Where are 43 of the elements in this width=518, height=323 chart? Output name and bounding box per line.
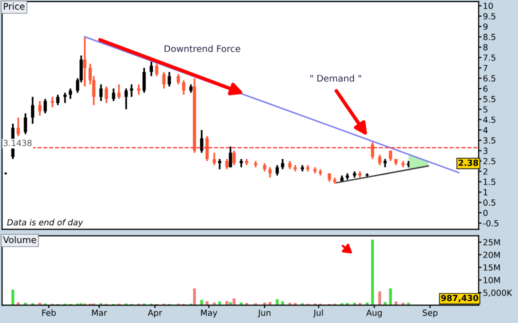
- y-tick-label: 1: [484, 189, 488, 196]
- annotation: Data is end of day: [7, 218, 84, 228]
- x-tick-label: Jul: [313, 309, 323, 318]
- x-tick-label: Aug: [366, 310, 382, 318]
- chart-title: Price: [4, 2, 25, 10]
- x-tick-label: Apr: [148, 310, 162, 318]
- y-tick-label: 2.5: [483, 158, 496, 164]
- y-tick-label: 0: [483, 210, 488, 216]
- y-tick-label: 5: [483, 106, 488, 113]
- x-tick-label: Sep: [422, 310, 438, 318]
- y-tick-label: 6: [483, 86, 488, 92]
- y-tick-label: 10M: [484, 276, 500, 284]
- chart-title: Volume: [3, 236, 36, 244]
- y-tick-label: 15M: [484, 264, 500, 271]
- y-tick-label: 2: [483, 168, 488, 175]
- y-tick-label: 10: [484, 2, 493, 10]
- y-tick-label: 9.5: [483, 13, 496, 20]
- x-tick-label: Jun: [258, 310, 270, 318]
- y-tick-label: 7.5: [483, 54, 496, 61]
- y-tick-label: 25M: [483, 239, 500, 246]
- y-tick-label: 8: [483, 44, 488, 50]
- y-tick-label: 9: [483, 23, 488, 30]
- y-tick-label: 20M: [483, 252, 500, 258]
- y-tick-label: 4.5: [483, 116, 496, 123]
- annotation: 2.38: [458, 160, 478, 166]
- x-tick-label: May: [201, 310, 218, 318]
- y-tick-label: 4: [483, 127, 488, 134]
- y-tick-label: 6.5: [483, 75, 496, 82]
- y-tick-label: 0.5: [483, 199, 496, 206]
- annotation: " Demand ": [310, 74, 361, 82]
- y-tick-label: 3: [483, 148, 488, 154]
- x-tick-label: Mar: [92, 310, 108, 316]
- y-tick-label: 7: [483, 64, 488, 72]
- y-tick-label: 5.5: [483, 96, 496, 102]
- y-tick-label: 8.5: [483, 34, 496, 40]
- ref-line-label: 3.1438: [4, 140, 32, 146]
- x-tick-label: Feb: [42, 309, 56, 316]
- y-tick-label: 3.5: [483, 137, 496, 144]
- y-tick-label: 1.5: [484, 178, 496, 185]
- y-tick-label: 5,000K: [483, 290, 512, 297]
- y-tick-label: -0.5: [483, 220, 498, 226]
- annotation: Downtrend Force: [164, 45, 240, 52]
- annotation: 987,430: [441, 294, 478, 302]
